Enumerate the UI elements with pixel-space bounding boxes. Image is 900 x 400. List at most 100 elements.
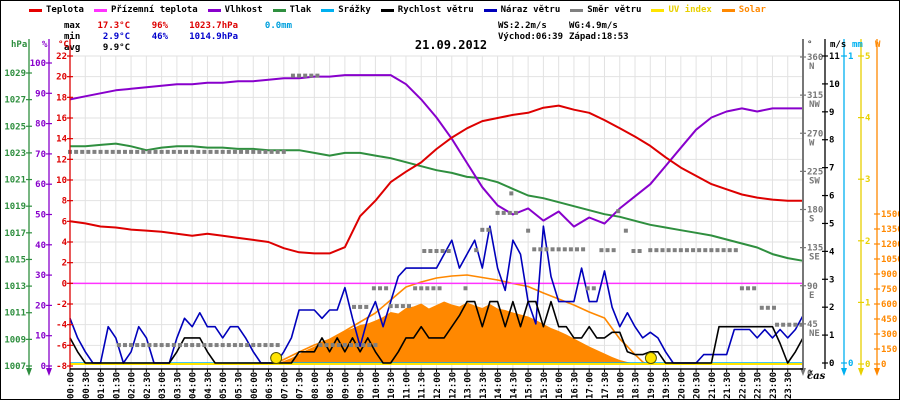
svg-text:23:00: 23:00: [769, 372, 779, 399]
legend-swatch-icon: [570, 8, 584, 12]
humidity-line: [69, 74, 803, 228]
svg-text:8: 8: [62, 197, 67, 207]
svg-text:NW: NW: [809, 100, 820, 110]
legend-item: Teplota: [29, 5, 84, 15]
svg-text:5: 5: [829, 219, 834, 229]
svg-text:08:30: 08:30: [326, 372, 336, 399]
svg-text:150: 150: [881, 345, 897, 355]
x-axis-label: čas: [807, 371, 826, 382]
svg-text:1050: 1050: [881, 255, 900, 265]
svg-text:1: 1: [848, 52, 853, 62]
legend-item-label: Srážky: [338, 5, 371, 15]
svg-text:7: 7: [829, 164, 834, 174]
svg-text:4: 4: [62, 238, 68, 248]
svg-text:1019: 1019: [4, 202, 26, 212]
svg-text:10: 10: [829, 80, 840, 90]
legend-item-label: Solar: [738, 5, 766, 15]
svg-text:NE: NE: [809, 329, 820, 339]
legend-item: Solar: [721, 5, 766, 15]
svg-text:05:00: 05:00: [219, 372, 229, 399]
svg-text:2: 2: [829, 303, 834, 313]
axis-title: %: [42, 40, 48, 50]
svg-text:1029: 1029: [4, 69, 26, 79]
svg-text:5: 5: [865, 52, 870, 62]
svg-text:1500: 1500: [881, 210, 900, 220]
svg-text:1200: 1200: [881, 240, 900, 250]
svg-text:270: 270: [807, 129, 823, 139]
svg-text:80: 80: [35, 120, 46, 130]
svg-text:8: 8: [829, 136, 834, 146]
svg-text:6: 6: [62, 217, 67, 227]
svg-text:04:30: 04:30: [204, 372, 214, 399]
legend-item-label: Směr větru: [587, 5, 642, 15]
svg-text:23:30: 23:30: [784, 372, 794, 399]
svg-text:1021: 1021: [4, 176, 26, 186]
svg-text:11:00: 11:00: [402, 372, 412, 399]
svg-text:4: 4: [829, 247, 835, 257]
svg-text:9: 9: [829, 108, 834, 118]
svg-text:08:00: 08:00: [311, 372, 321, 399]
svg-text:2: 2: [865, 237, 870, 247]
legend-swatch-icon: [93, 8, 107, 12]
svg-text:13:30: 13:30: [479, 372, 489, 399]
legend-item: Náraz větru: [483, 5, 560, 15]
svg-text:SW: SW: [809, 176, 820, 186]
legend-swatch-icon: [483, 8, 497, 12]
svg-text:1011: 1011: [4, 309, 26, 319]
svg-text:10: 10: [56, 176, 67, 186]
svg-text:19:30: 19:30: [662, 372, 672, 399]
svg-text:90: 90: [807, 282, 818, 292]
svg-text:0: 0: [848, 359, 853, 369]
svg-text:18: 18: [56, 93, 67, 103]
svg-text:90: 90: [35, 89, 46, 99]
svg-text:21:00: 21:00: [708, 372, 718, 399]
legend-item-label: Vlhkost: [224, 5, 263, 15]
axis-title: °: [807, 40, 812, 50]
svg-text:03:30: 03:30: [173, 372, 183, 399]
svg-text:12: 12: [56, 155, 67, 165]
sun-markers: [270, 352, 657, 364]
svg-text:15:00: 15:00: [525, 372, 535, 399]
svg-text:1: 1: [865, 298, 870, 308]
svg-text:450: 450: [881, 315, 897, 325]
svg-text:01:00: 01:00: [97, 372, 107, 399]
svg-text:06:30: 06:30: [265, 372, 275, 399]
stats-min-temp: 2.9°C: [102, 32, 130, 42]
svg-text:3: 3: [829, 275, 834, 285]
svg-text:60: 60: [35, 180, 46, 190]
svg-text:40: 40: [35, 241, 46, 251]
svg-text:W: W: [809, 138, 815, 148]
svg-text:1: 1: [829, 331, 834, 341]
svg-text:180: 180: [807, 206, 823, 216]
axis-title: W: [875, 40, 881, 50]
svg-text:0: 0: [62, 279, 67, 289]
svg-text:14: 14: [56, 135, 67, 145]
svg-text:14:30: 14:30: [509, 372, 519, 399]
svg-text:16: 16: [56, 114, 67, 124]
svg-text:50: 50: [35, 211, 46, 221]
svg-text:18:00: 18:00: [616, 372, 626, 399]
svg-text:00:30: 00:30: [82, 372, 92, 399]
svg-text:SE: SE: [809, 253, 820, 263]
svg-text:06:00: 06:00: [250, 372, 260, 399]
svg-text:16:30: 16:30: [570, 372, 580, 399]
svg-text:E: E: [809, 291, 814, 301]
svg-text:0: 0: [865, 360, 870, 370]
legend-item: Přízemní teplota: [93, 5, 198, 15]
legend-item: Tlak: [272, 5, 311, 15]
svg-text:00:00: 00:00: [67, 372, 77, 399]
svg-text:19:00: 19:00: [647, 372, 657, 399]
svg-text:20:00: 20:00: [677, 372, 687, 399]
legend-swatch-icon: [321, 8, 335, 12]
svg-text:360: 360: [807, 53, 823, 63]
stats-max-rain: 0.0mm: [264, 21, 292, 31]
svg-text:13:00: 13:00: [464, 372, 474, 399]
svg-text:-6: -6: [56, 341, 67, 351]
svg-text:2: 2: [62, 259, 67, 269]
svg-text:09:00: 09:00: [341, 372, 351, 399]
svg-text:12:30: 12:30: [448, 372, 458, 399]
stats-min-pressure: 1014.9hPa: [189, 32, 238, 42]
axes: 1007100910111013101510171019102110231025…: [4, 39, 900, 379]
axis-title: m/s: [830, 40, 846, 50]
svg-text:-2: -2: [56, 300, 67, 310]
